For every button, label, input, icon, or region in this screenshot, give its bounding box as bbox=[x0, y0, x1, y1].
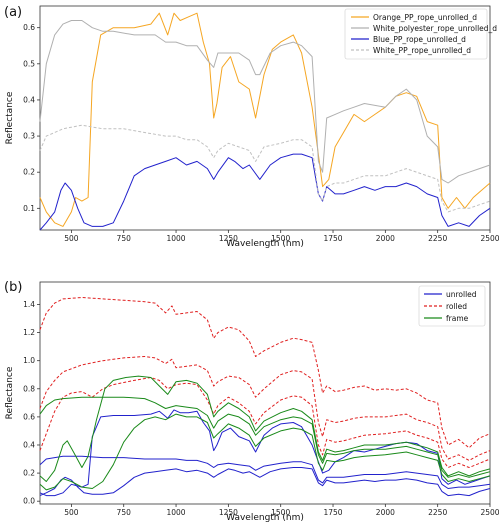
x-tick-label: 1500 bbox=[271, 234, 290, 243]
panel-a-y-axis: 0.1 0.2 0.3 0.4 0.5 0.6 bbox=[23, 23, 40, 213]
panel-a-x-axis: 500 750 1000 1250 1500 1750 2000 2250 2500 bbox=[64, 230, 500, 243]
series-line-frame-6 bbox=[39, 396, 491, 478]
panel-a-legend-box bbox=[344, 8, 488, 60]
y-tick-label: 0.3 bbox=[23, 132, 35, 141]
x-tick-label: 500 bbox=[64, 234, 79, 243]
y-tick-label: 0.4 bbox=[23, 95, 35, 104]
series-line-blue-pp-rope-unrolled-d bbox=[39, 153, 491, 231]
series-line-unrolled-3 bbox=[39, 409, 491, 497]
series-line-white-polyester-rope-unrolled-d bbox=[39, 20, 491, 184]
y-tick-label: 1.4 bbox=[23, 300, 35, 309]
series-line-white-pp-rope-unrolled-d bbox=[39, 124, 491, 213]
legend-label-white-polyester: White_polyester_rope_unrolled_d bbox=[373, 24, 497, 33]
x-tick-label: 750 bbox=[117, 508, 132, 517]
panel-a-series-group bbox=[39, 12, 491, 231]
x-tick-label: 2250 bbox=[428, 508, 447, 517]
x-tick-label: 500 bbox=[64, 508, 79, 517]
legend-label-rolled: rolled bbox=[446, 302, 467, 311]
y-tick-label: 1.0 bbox=[23, 356, 35, 365]
y-tick-label: 1.2 bbox=[23, 328, 35, 337]
legend-label-unrolled: unrolled bbox=[446, 290, 477, 299]
x-tick-label: 2500 bbox=[480, 508, 499, 517]
panel-b-x-axis: 500 750 1000 1250 1500 1750 2000 2250 2500 bbox=[64, 504, 500, 517]
y-tick-label: 0.2 bbox=[23, 469, 35, 478]
y-tick-label: 0.1 bbox=[23, 204, 35, 213]
panel-b-y-axis: 0.0 0.2 0.4 0.6 0.8 1.0 1.2 1.4 bbox=[23, 300, 40, 506]
series-line-orange-pp-rope-unrolled-d bbox=[39, 12, 491, 227]
y-tick-label: 0.8 bbox=[23, 384, 35, 393]
x-tick-label: 2000 bbox=[376, 234, 395, 243]
x-tick-label: 1250 bbox=[219, 234, 238, 243]
legend-label-white-pp: White_PP_rope_unrolled_d bbox=[373, 46, 471, 55]
x-tick-label: 750 bbox=[117, 234, 132, 243]
y-tick-label: 0.0 bbox=[23, 497, 35, 506]
x-tick-label: 1750 bbox=[323, 234, 342, 243]
x-tick-label: 1000 bbox=[166, 234, 185, 243]
y-tick-label: 0.4 bbox=[23, 440, 35, 449]
x-tick-label: 1500 bbox=[271, 508, 290, 517]
y-tick-label: 0.6 bbox=[23, 23, 35, 32]
panel-b-plot-area bbox=[39, 281, 491, 505]
y-tick-label: 0.6 bbox=[23, 412, 35, 421]
x-tick-label: 1250 bbox=[219, 508, 238, 517]
panel-b: (b) 500 750 1000 1250 1500 1750 2000 2250 2500 0… bbox=[4, 280, 500, 523]
panel-b-x-label: Wavelength (nm) bbox=[226, 513, 304, 523]
x-tick-label: 1750 bbox=[323, 508, 342, 517]
x-tick-label: 1000 bbox=[166, 508, 185, 517]
panel-a-x-label: Wavelength (nm) bbox=[226, 239, 304, 249]
series-line-rolled-1 bbox=[39, 356, 491, 461]
legend-label-orange-pp: Orange_PP_rope_unrolled_d bbox=[373, 13, 477, 22]
series-line-unrolled-5 bbox=[39, 467, 491, 497]
panel-b-legend: unrolled rolled frame bbox=[418, 285, 486, 327]
x-tick-label: 2000 bbox=[376, 508, 395, 517]
legend-label-blue-pp: Blue_PP_rope_unrolled_d bbox=[373, 35, 466, 44]
panel-a-y-label: Reflectance bbox=[5, 91, 15, 144]
panel-b-label: (b) bbox=[4, 280, 22, 295]
series-line-rolled-2 bbox=[39, 377, 491, 468]
series-line-frame-7 bbox=[39, 375, 491, 482]
series-line-frame-8 bbox=[39, 413, 491, 491]
y-tick-label: 0.5 bbox=[23, 59, 35, 68]
x-tick-label: 2500 bbox=[480, 234, 499, 243]
panel-a: (a) 500 750 1000 1250 1500 1750 2000 2250 2500 0… bbox=[4, 5, 500, 249]
panel-b-legend-box bbox=[418, 285, 486, 327]
panel-a-label: (a) bbox=[4, 5, 22, 20]
panel-a-legend: Orange_PP_rope_unrolled_d White_polyeste… bbox=[344, 8, 497, 60]
panel-b-series-group bbox=[39, 297, 491, 497]
panel-b-y-label: Reflectance bbox=[5, 366, 15, 419]
legend-label-frame: frame bbox=[446, 314, 469, 323]
x-tick-label: 2250 bbox=[428, 234, 447, 243]
series-line-rolled-0 bbox=[39, 297, 491, 449]
y-tick-label: 0.2 bbox=[23, 168, 35, 177]
series-line-unrolled-4 bbox=[39, 455, 491, 489]
